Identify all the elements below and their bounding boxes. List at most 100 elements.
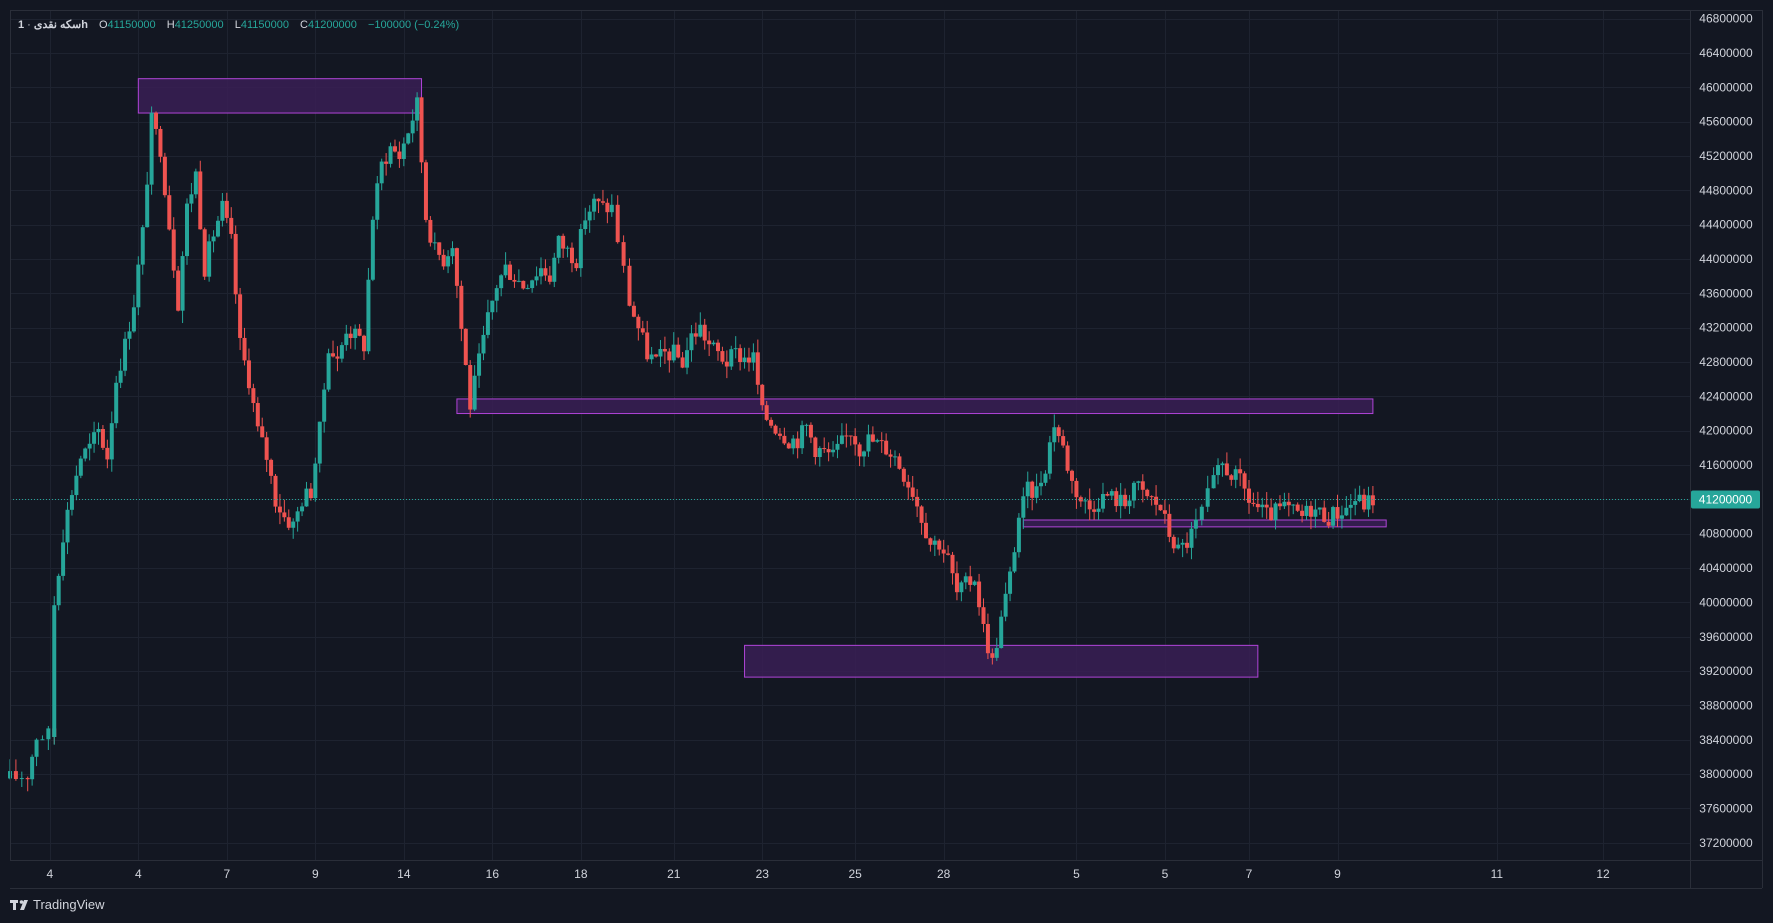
candle-body (1344, 507, 1349, 516)
price-axis[interactable]: 37200000 37600000 38000000 38400000 38800000… (1699, 12, 1753, 850)
candle-body (866, 434, 871, 452)
candle-body (410, 120, 415, 134)
candle-body (631, 305, 636, 317)
candle-body (131, 307, 136, 332)
price-tick-label: 40800000 (1699, 527, 1753, 541)
last-price-badge: 41200000 (1691, 490, 1760, 509)
candle-body (167, 195, 172, 230)
candle-body (1109, 491, 1114, 496)
tradingview-logo[interactable]: TradingView (10, 897, 105, 912)
candle-body (1193, 519, 1198, 529)
time-tick-label: 25 (848, 867, 862, 881)
candle-body (525, 288, 530, 290)
candle-body (375, 183, 380, 220)
supply-demand-zone-2[interactable] (456, 398, 1374, 415)
candle-body (503, 264, 508, 276)
candle-body (1096, 508, 1101, 512)
candle-body (959, 582, 964, 593)
time-axis[interactable]: 4 4 7 9 14 16 18 21 23 25 28 5 5 7 9 11 12 (46, 867, 1610, 881)
supply-demand-zone-1[interactable] (137, 78, 423, 114)
candle-body (357, 328, 362, 336)
candle-body (463, 328, 468, 365)
candle-body (857, 444, 862, 457)
candle-body (1003, 593, 1008, 617)
candle-body (1171, 536, 1176, 549)
candle-body (822, 448, 827, 450)
candle-body (485, 312, 490, 335)
candle-body (114, 382, 119, 424)
candle-body (521, 280, 526, 289)
candle-body (162, 156, 167, 196)
candle-body (755, 352, 760, 385)
candle-body (950, 554, 955, 574)
candle-body (605, 202, 610, 213)
price-tick-label: 45600000 (1699, 115, 1753, 129)
candle-body (384, 161, 389, 164)
ohlc-legend[interactable]: سکه نقدی · 1h O41150000 H41250000 L41150… (18, 19, 459, 31)
candle-body (1149, 496, 1154, 498)
candle-body (627, 265, 632, 306)
candle-body (764, 405, 769, 420)
candle-body (968, 576, 973, 585)
candle-body (888, 454, 893, 457)
candle-body (707, 340, 712, 345)
candle-body (1162, 510, 1167, 514)
legend-l-label: L (235, 19, 241, 31)
candle-body (1100, 493, 1105, 509)
candle-body (654, 354, 659, 357)
candle-body (1366, 495, 1371, 510)
candle-body (145, 184, 150, 228)
candle-body (379, 161, 384, 184)
legend-o-value: 41150000 (108, 19, 156, 31)
candle-body (1295, 504, 1300, 511)
candle-body (1216, 465, 1221, 476)
price-tick-label: 40400000 (1699, 561, 1753, 575)
candle-body (286, 517, 291, 528)
candle-body (74, 475, 79, 496)
candle-body (83, 448, 88, 459)
candle-body (906, 481, 911, 488)
candle-body (1025, 481, 1030, 497)
candle-body (1322, 507, 1327, 522)
candle-body (676, 344, 681, 358)
candle-body (587, 211, 592, 221)
candle-body (1242, 473, 1247, 489)
candle-body (848, 435, 853, 437)
candle-body (981, 607, 986, 624)
candle-body (804, 424, 809, 426)
candle-body (574, 263, 579, 269)
candle-body (600, 201, 605, 203)
time-tick-label: 18 (574, 867, 588, 881)
candle-body (87, 443, 92, 449)
candle-body (1357, 494, 1362, 502)
candle-body (313, 463, 318, 499)
candle-body (777, 433, 782, 436)
time-tick-label: 4 (46, 867, 53, 881)
candle-body (1118, 494, 1123, 507)
candle-body (406, 133, 411, 144)
time-tick-label: 14 (397, 867, 411, 881)
candle-body (13, 771, 18, 780)
candle-body (92, 432, 97, 444)
time-tick-label: 16 (486, 867, 500, 881)
candle-body (923, 522, 928, 539)
candle-body (1016, 517, 1021, 553)
price-tick-label: 43600000 (1699, 286, 1753, 300)
candle-body (698, 324, 703, 337)
candle-body (370, 219, 375, 280)
candle-body (490, 300, 495, 313)
candle-body (915, 496, 920, 507)
candle-body (123, 338, 128, 371)
candle-body (149, 112, 154, 185)
candle-body (154, 112, 159, 129)
candle-body (556, 235, 561, 258)
candle-body (893, 456, 897, 458)
candle-body (1348, 504, 1353, 508)
candle-body (530, 280, 535, 289)
candle-body (295, 511, 300, 522)
supply-demand-zone-4[interactable] (744, 644, 1259, 678)
candle-body (118, 370, 123, 383)
candle-body (1277, 503, 1282, 507)
